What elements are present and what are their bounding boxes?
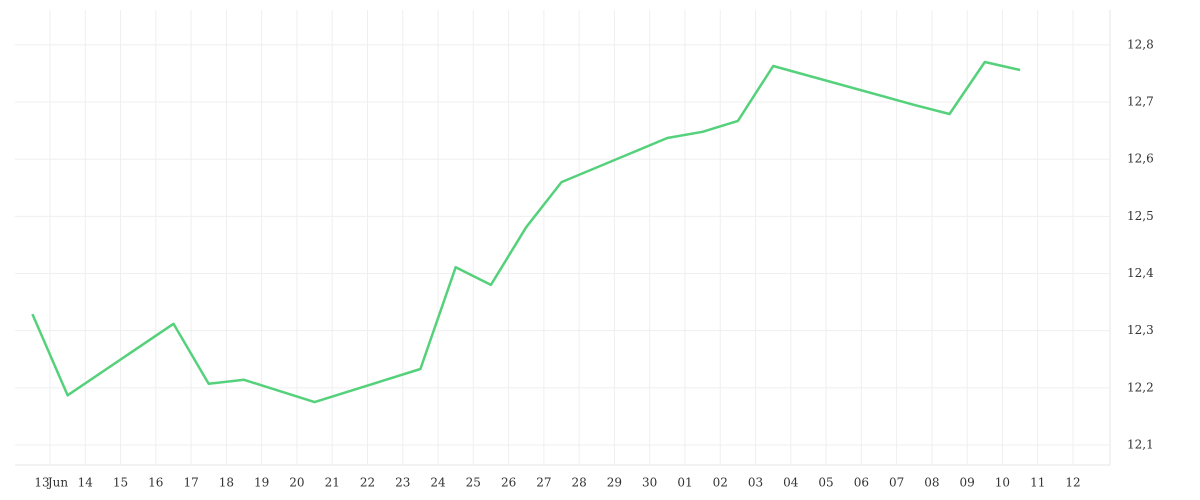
- x-tick-label: 26: [501, 476, 516, 490]
- x-tick-label: 24: [430, 476, 446, 490]
- x-tick-label: 08: [924, 476, 939, 490]
- x-tick-label: 03: [748, 476, 763, 490]
- x-tick-label: 01: [677, 476, 692, 490]
- y-tick-label: 12,7: [1127, 95, 1154, 109]
- x-tick-label: 21: [325, 476, 340, 490]
- y-tick-label: 12,2: [1127, 380, 1154, 394]
- x-tick-label: 18: [219, 476, 234, 490]
- x-tick-label: 22: [360, 476, 375, 490]
- x-tick-label: 07: [889, 476, 904, 490]
- y-tick-label: 12,4: [1127, 266, 1154, 280]
- x-tick-label: 14: [78, 476, 94, 490]
- y-tick-label: 12,5: [1127, 209, 1154, 223]
- x-tick-label: 12: [1065, 476, 1080, 490]
- line: [31, 60, 1021, 404]
- y-tick-label: 12,3: [1127, 323, 1154, 337]
- x-tick-label: 23: [395, 476, 410, 490]
- x-tick-label: 29: [607, 476, 622, 490]
- month-label: Jun: [46, 476, 69, 490]
- x-tick-label: 13: [34, 476, 49, 490]
- x-tick-label: 25: [466, 476, 481, 490]
- x-tick-label: 11: [1030, 476, 1045, 490]
- x-tick-label: 04: [783, 476, 799, 490]
- x-tick-label: 02: [713, 476, 728, 490]
- x-tick-label: 28: [571, 476, 586, 490]
- x-tick-label: 10: [995, 476, 1010, 490]
- x-tick-label: 17: [183, 476, 198, 490]
- x-tick-label: 20: [289, 476, 304, 490]
- y-tick-label: 12,1: [1127, 437, 1154, 451]
- y-tick-label: 12,6: [1127, 152, 1154, 166]
- x-tick-label: 27: [536, 476, 551, 490]
- x-tick-label: 30: [642, 476, 657, 490]
- x-tick-label: 09: [960, 476, 975, 490]
- x-tick-label: 16: [148, 476, 163, 490]
- x-tick-label: 05: [818, 476, 833, 490]
- x-tick-label: 19: [254, 476, 269, 490]
- x-tick-label: 06: [854, 476, 869, 490]
- y-tick-label: 12,8: [1127, 37, 1154, 51]
- x-tick-label: 15: [113, 476, 128, 490]
